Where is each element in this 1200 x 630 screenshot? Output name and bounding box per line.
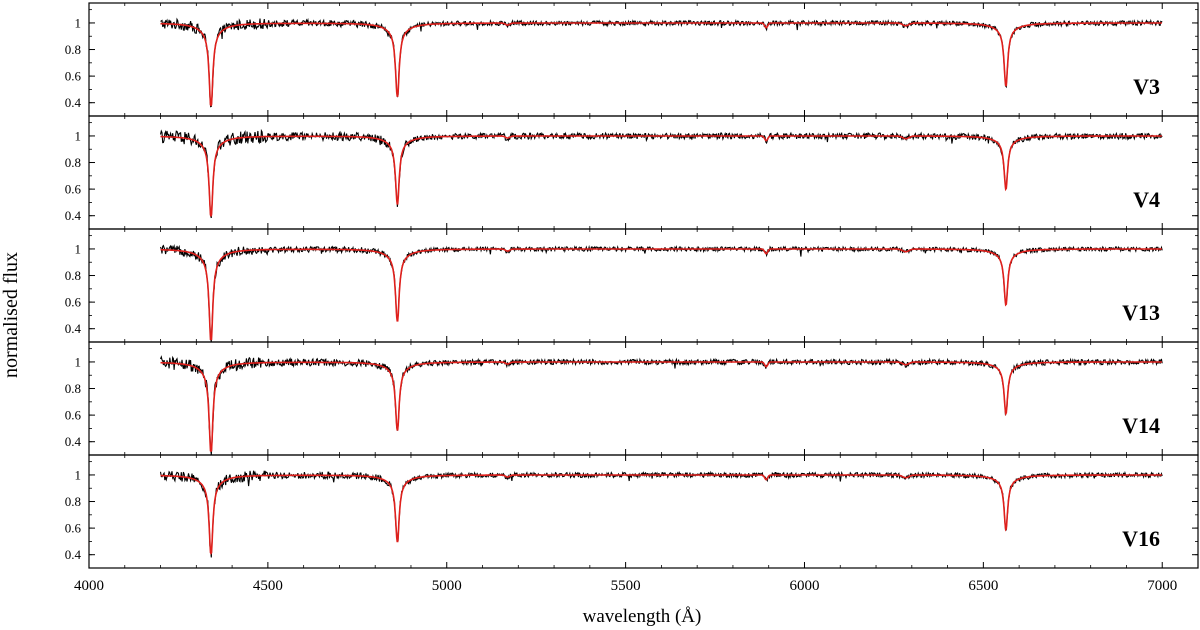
y-tick-label: 0.6: [65, 521, 82, 536]
x-tick-label: 4000: [74, 578, 104, 594]
panel-frame: [88, 228, 1199, 343]
x-axis: 4000 4500 5000 5500 6000 6500 7000: [74, 578, 1177, 594]
y-tick-label: 0.4: [65, 208, 82, 223]
x-tick-label: 6000: [789, 578, 819, 594]
y-tick-label: 0.6: [65, 182, 82, 197]
y-tick-label: 0.6: [65, 408, 82, 423]
panel-label: V14: [1122, 413, 1160, 438]
y-tick-label: 0.4: [65, 434, 82, 449]
y-tick-label: 0.8: [65, 381, 81, 396]
y-tick-label: 0.8: [65, 42, 81, 57]
y-tick-label: 0.8: [65, 155, 81, 170]
panel-v3: 0.4 0.6 0.8 1 V3: [65, 2, 1199, 117]
model-spectrum: [160, 135, 1162, 218]
panel-label: V4: [1133, 187, 1160, 212]
panels-layer: 0.40.60.81V30.40.60.81V40.40.60.81V130.4…: [65, 2, 1199, 569]
x-tick-label: 5500: [611, 578, 641, 594]
y-tick-label: 1: [75, 467, 82, 482]
y-tick-label: 1: [75, 241, 82, 256]
panel-frame: [88, 341, 1199, 456]
y-tick-label: 0.6: [65, 69, 82, 84]
x-tick-label: 4500: [253, 578, 283, 594]
y-tick-label: 0.4: [65, 547, 82, 562]
y-tick-label: 1: [75, 15, 82, 30]
model-spectrum: [160, 22, 1162, 107]
model-spectrum: [160, 474, 1162, 555]
panel-label: V16: [1122, 526, 1160, 551]
observed-spectrum: [160, 17, 1163, 108]
panel-v14: 0.4 0.6 0.8 1 V14: [65, 341, 1199, 456]
panel-v16: 0.4 0.6 0.8 1 V16: [65, 454, 1199, 569]
panel-label: V13: [1122, 300, 1160, 325]
panel-frame: [88, 2, 1199, 117]
y-tick-label: 0.8: [65, 494, 81, 509]
x-tick-label: 5000: [432, 578, 462, 594]
x-tick-label: 7000: [1147, 578, 1177, 594]
panel-v4: 0.4 0.6 0.8 1 V4: [65, 115, 1199, 230]
x-axis-label: wavelength (Å): [583, 606, 702, 627]
y-tick-label: 1: [75, 128, 82, 143]
y-tick-label: 0.4: [65, 321, 82, 336]
y-tick-label: 0.8: [65, 268, 81, 283]
panel-label: V3: [1133, 74, 1160, 99]
y-tick-label: 0.6: [65, 295, 82, 310]
y-tick-label: 0.4: [65, 95, 82, 110]
model-spectrum: [160, 361, 1162, 453]
model-spectrum: [160, 248, 1162, 341]
panel-v13: 0.4 0.6 0.8 1 V13: [65, 228, 1199, 343]
x-tick-label: 6500: [968, 578, 998, 594]
panel-frame: [88, 454, 1199, 569]
observed-spectrum: [159, 128, 1163, 219]
y-tick-label: 1: [75, 354, 82, 369]
y-axis-label: normalised flux: [0, 252, 22, 378]
